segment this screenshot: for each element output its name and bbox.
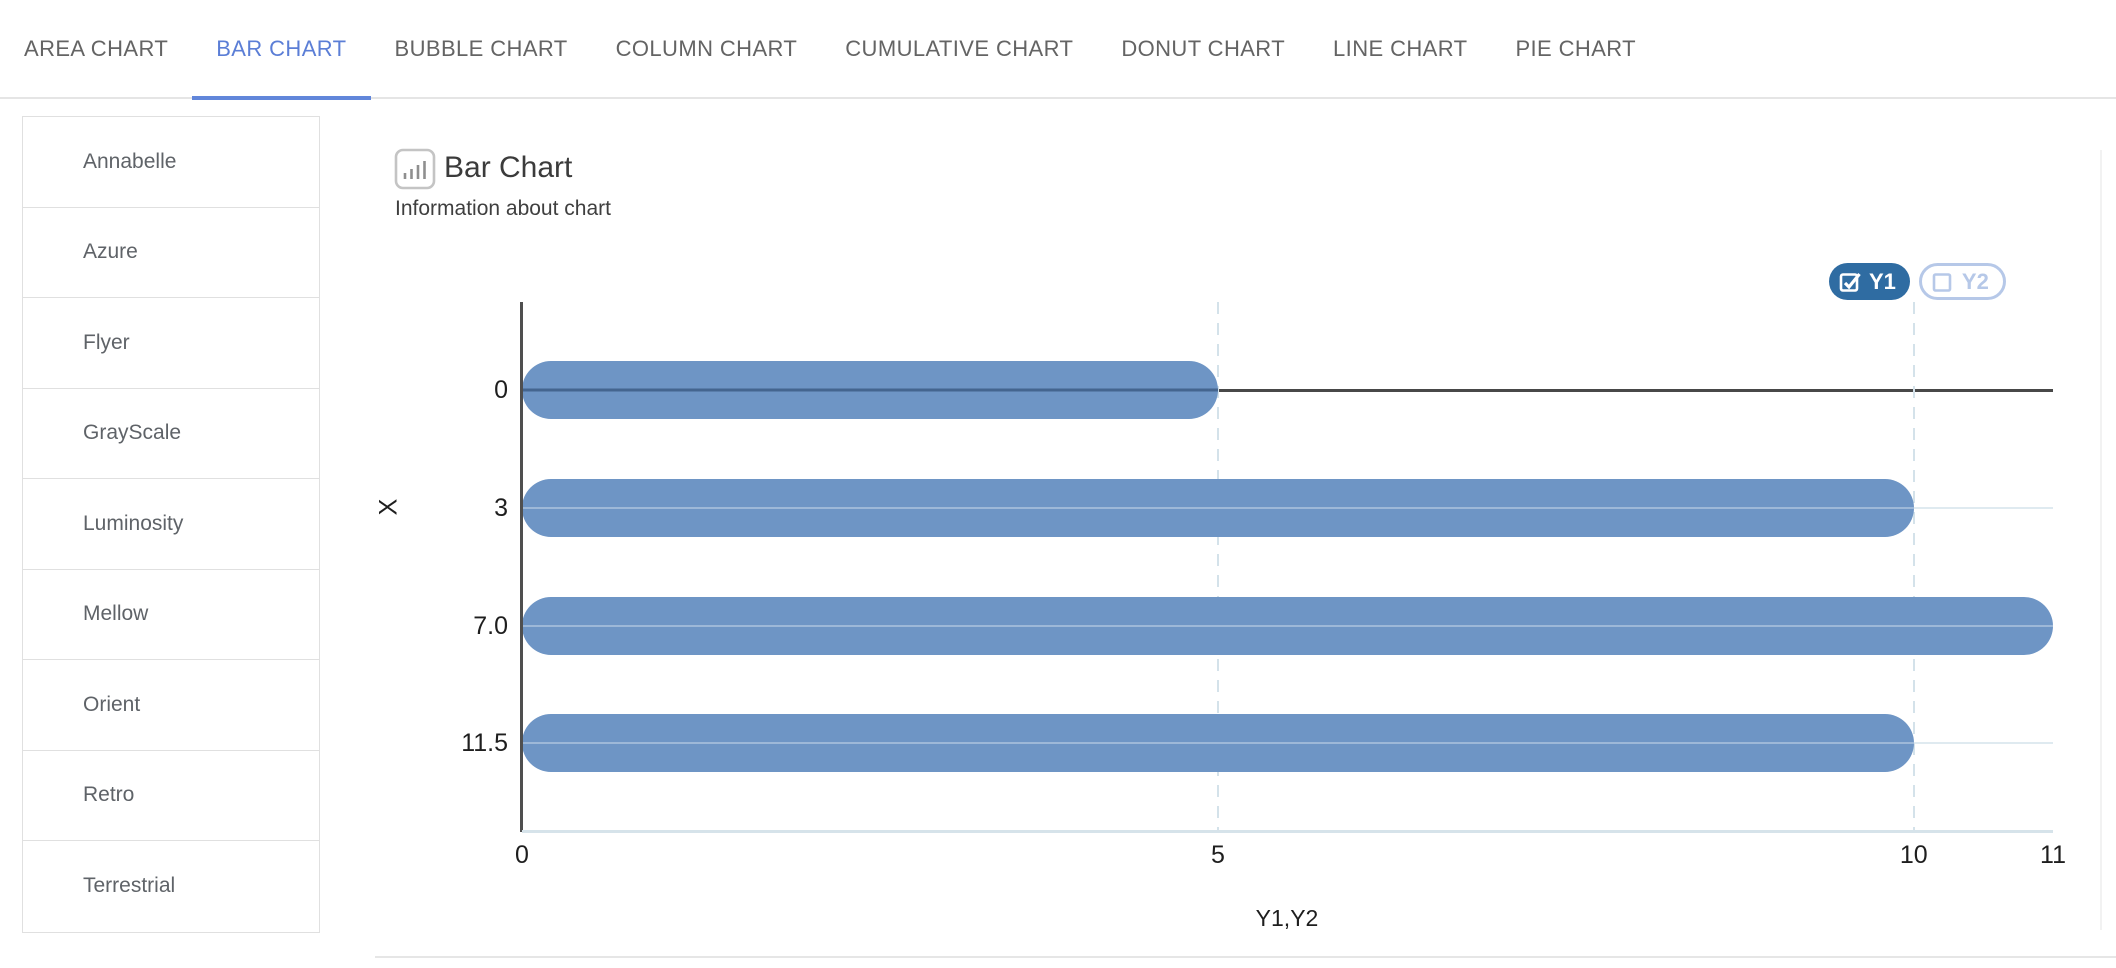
legend-item-y1[interactable]: Y1 <box>1829 263 1910 300</box>
sidebar-item-flyer[interactable]: Flyer <box>23 298 319 389</box>
vertical-gridline-5 <box>1216 302 1219 830</box>
sidebar-item-mellow[interactable]: Mellow <box>23 569 319 660</box>
bar-y1-cat-11-5[interactable] <box>522 714 1914 772</box>
legend-label: Y1 <box>1869 268 1896 294</box>
bar-y1-cat-3[interactable] <box>522 479 1914 537</box>
tab-column-chart[interactable]: COLUMN CHART <box>615 35 798 61</box>
category-tick-3: 3 <box>494 494 508 522</box>
bar-center-stripe <box>522 388 1218 392</box>
right-edge-line <box>2100 150 2102 930</box>
bottom-divider <box>375 956 2116 958</box>
chart-subtitle: Information about chart <box>395 197 611 220</box>
category-tick-11-5: 11.5 <box>461 729 508 757</box>
category-tick-0: 0 <box>494 376 508 404</box>
value-tick-10: 10 <box>1899 841 1928 869</box>
tab-bar: AREA CHART BAR CHART BUBBLE CHART COLUMN CH… <box>0 0 2116 100</box>
value-axis-line <box>522 830 2053 833</box>
sidebar-item-azure[interactable]: Azure <box>23 207 319 298</box>
tab-bar-chart[interactable]: BAR CHART <box>192 0 371 100</box>
checked-checkbox-icon <box>1839 272 1861 292</box>
bar-center-stripe <box>522 507 1914 509</box>
tab-area-chart[interactable]: AREA CHART <box>24 35 169 61</box>
unchecked-checkbox-icon <box>1932 272 1952 292</box>
sidebar-item-terrestrial[interactable]: Terrestrial <box>23 841 319 932</box>
bar-center-stripe <box>522 625 2053 627</box>
value-tick-11: 11 <box>2040 841 2066 869</box>
bar-y1-cat-0[interactable] <box>522 361 1218 419</box>
legend-label: Y2 <box>1961 268 1989 294</box>
value-tick-5: 5 <box>1210 841 1225 869</box>
tab-donut-chart[interactable]: DONUT CHART <box>1121 35 1286 61</box>
bar-y1-cat-7-0[interactable] <box>522 597 2053 655</box>
sidebar-item-orient[interactable]: Orient <box>23 660 319 751</box>
sidebar-item-retro[interactable]: Retro <box>23 750 319 841</box>
tab-line-chart[interactable]: LINE CHART <box>1333 35 1468 61</box>
category-tick-7-0: 7.0 <box>473 612 508 640</box>
bar-center-stripe <box>522 742 1914 744</box>
zero-category-line <box>522 389 2053 392</box>
category-axis-line <box>520 302 523 832</box>
tab-bubble-chart[interactable]: BUBBLE CHART <box>394 35 568 61</box>
bar-chart-icon <box>394 148 436 190</box>
vertical-gridline-10 <box>1912 302 1915 830</box>
tab-pie-chart[interactable]: PIE CHART <box>1515 35 1637 61</box>
sidebar-item-luminosity[interactable]: Luminosity <box>23 479 319 570</box>
legend-item-y2[interactable]: Y2 <box>1918 263 2006 300</box>
sidebar-item-annabelle[interactable]: Annabelle <box>23 117 319 208</box>
category-axis-title: X <box>374 498 403 516</box>
value-tick-0: 0 <box>515 841 529 869</box>
theme-sidebar: Annabelle Azure Flyer GrayScale Luminosity Me… <box>22 116 320 933</box>
legend: Y1 Y2 <box>1829 263 2006 300</box>
chart-title: Bar Chart <box>444 151 573 184</box>
sidebar-item-grayscale[interactable]: GrayScale <box>23 388 319 479</box>
tab-cumulative-chart[interactable]: CUMULATIVE CHART <box>845 35 1074 61</box>
value-axis-title: Y1,Y2 <box>1255 905 1319 931</box>
